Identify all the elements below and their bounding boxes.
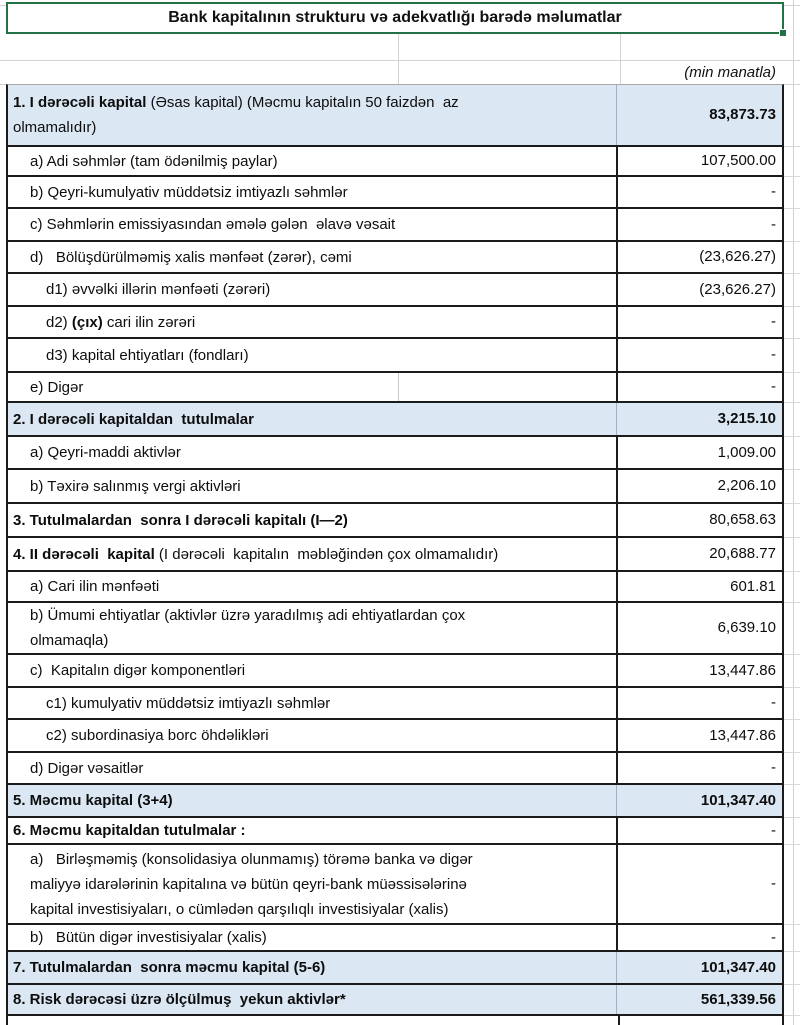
table-row: d1) əvvəlki illərin mənfəəti (zərəri) (23… — [8, 272, 800, 307]
row-label[interactable]: d1) əvvəlki illərin mənfəəti (zərəri) — [46, 281, 271, 298]
table-row: c1) kumulyativ müddətsiz imtiyazlı səhml… — [8, 686, 800, 720]
table-row: 1. I dərəcəli kapital (Əsas kapital) (Mə… — [8, 85, 800, 147]
row-label[interactable]: 5. Məcmu kapital (3+4) — [13, 792, 173, 809]
table-row: 2. I dərəcəli kapitaldan tutulmalar 3,215… — [8, 401, 800, 437]
row-label[interactable]: c) Səhmlərin emissiyasından əmələ gələn … — [30, 216, 396, 233]
row-label[interactable]: e) Digər — [30, 378, 84, 396]
table-row: a) Adi səhmlər (tam ödənilmiş paylar) 107… — [8, 145, 800, 177]
row-value[interactable]: 101,347.40 — [616, 785, 782, 816]
row-label[interactable]: d) Digər vəsaitlər — [30, 759, 144, 777]
table-row: c) Kapitalın digər komponentləri 13,447.8… — [8, 653, 800, 688]
table-row: b) Ümumi ehtiyatlar (aktivlər üzrə yarad… — [8, 601, 800, 655]
gridline — [793, 0, 794, 1025]
table-row: d2) (çıx) cari ilin zərəri - — [8, 305, 800, 339]
table-row: d) Bölüşdürülməmiş xalis mənfəət (zərər)… — [8, 240, 800, 274]
table-row: a) Qeyri-maddi aktivlər 1,009.00 — [8, 435, 800, 470]
row-value[interactable]: - — [616, 688, 782, 718]
row-label[interactable]: 2. I dərəcəli kapitaldan tutulmalar — [13, 410, 254, 428]
table-row: d) Digər vəsaitlər - — [8, 751, 800, 785]
row-label[interactable]: c2) subordinasiya borc öhdəlikləri — [46, 727, 269, 744]
row-label[interactable]: 4. II dərəcəli kapital (I dərəcəli kapit… — [13, 545, 499, 563]
table-row: 3. Tutulmalardan sonra I dərəcəli kapita… — [8, 502, 800, 538]
row-value[interactable]: 13,447.86 — [616, 655, 782, 686]
row-value[interactable]: 3,215.10 — [616, 403, 782, 435]
selection-fill-handle[interactable] — [779, 29, 787, 37]
row-label[interactable]: 6. Məcmu kapitaldan tutulmalar : — [13, 822, 246, 839]
row-label[interactable]: a) Birləşməmiş (konsolidasiya olunmamış)… — [30, 850, 473, 918]
row-label[interactable]: 1. I dərəcəli kapital (Əsas kapital) (Mə… — [13, 94, 459, 136]
table-row: 5. Məcmu kapital (3+4) 101,347.40 — [8, 783, 800, 818]
gridline — [398, 34, 399, 84]
row-value[interactable]: - — [616, 177, 782, 207]
row-label[interactable]: b) Təxirə salınmış vergi aktivləri — [30, 477, 241, 495]
row-label[interactable]: c1) kumulyativ müddətsiz imtiyazlı səhml… — [46, 694, 331, 712]
row-value[interactable]: 13,447.86 — [616, 720, 782, 751]
row-value[interactable]: - — [616, 925, 782, 950]
table-row: 7. Tutulmalardan sonra məcmu kapital (5-… — [8, 950, 800, 985]
row-value[interactable]: - — [616, 209, 782, 240]
row-label[interactable]: 3. Tutulmalardan sonra I dərəcəli kapita… — [13, 511, 348, 529]
table-row: e) Digər - — [8, 371, 800, 403]
gridline — [0, 60, 800, 61]
gridline — [0, 5, 6, 6]
row-label[interactable]: a) Qeyri-maddi aktivlər — [30, 444, 181, 461]
row-label[interactable]: b) Ümumi ehtiyatlar (aktivlər üzrə yarad… — [30, 607, 466, 649]
row-label[interactable]: 7. Tutulmalardan sonra məcmu kapital (5-… — [13, 959, 326, 976]
row-value[interactable]: 1,009.00 — [616, 437, 782, 468]
table-row: b) Təxirə salınmış vergi aktivləri 2,206.… — [8, 468, 800, 504]
table-row: d3) kapital ehtiyatları (fondları) - — [8, 337, 800, 373]
title-cell[interactable]: Bank kapitalının strukturu və adekvatlığ… — [6, 2, 787, 37]
row-label[interactable]: b) Qeyri-kumulyativ müddətsiz imtiyazlı … — [30, 183, 348, 201]
table-row: b) Bütün digər investisiyalar (xalis) - — [8, 923, 800, 952]
row-label[interactable]: a) Adi səhmlər (tam ödənilmiş paylar) — [30, 152, 278, 170]
row-value[interactable]: 101,347.40 — [616, 952, 782, 983]
row-label[interactable]: 8. Risk dərəcəsi üzrə ölçülmuş yekun akt… — [13, 991, 346, 1008]
table-row: c2) subordinasiya borc öhdəlikləri 13,447… — [8, 718, 800, 753]
row-label[interactable]: a) Cari ilin mənfəəti — [30, 578, 160, 595]
row-value[interactable]: 20,688.77 — [616, 538, 782, 570]
row-value[interactable]: - — [616, 845, 782, 923]
row-value[interactable]: (23,626.27) — [616, 274, 782, 305]
row-value[interactable]: - — [616, 307, 782, 337]
row-label[interactable]: d) Bölüşdürülməmiş xalis mənfəət (zərər)… — [30, 248, 352, 266]
table-row: a) Cari ilin mənfəəti 601.81 — [8, 570, 800, 603]
row-value[interactable]: - — [616, 339, 782, 371]
row-value[interactable]: - — [616, 753, 782, 783]
row-value[interactable]: - — [616, 818, 782, 843]
row-value[interactable]: 6,639.10 — [616, 603, 782, 653]
table-row: a) Birləşməmiş (konsolidasiya olunmamış)… — [8, 843, 800, 925]
row-value[interactable]: 561,339.56 — [616, 985, 782, 1014]
capital-table: 1. I dərəcəli kapital (Əsas kapital) (Mə… — [6, 84, 800, 1016]
gridline — [0, 84, 6, 85]
row-label[interactable]: d2) (çıx) cari ilin zərəri — [46, 313, 196, 331]
row-value[interactable]: 80,658.63 — [616, 504, 782, 536]
unit-note: (min manatla) — [684, 63, 776, 81]
row-value[interactable]: - — [616, 373, 782, 401]
table-row: c) Səhmlərin emissiyasından əmələ gələn … — [8, 207, 800, 242]
gridline — [620, 34, 621, 84]
row-label[interactable]: b) Bütün digər investisiyalar (xalis) — [30, 929, 267, 946]
row-value[interactable]: 601.81 — [616, 572, 782, 601]
table-row: 6. Məcmu kapitaldan tutulmalar : - — [8, 816, 800, 845]
row-value[interactable]: 107,500.00 — [616, 147, 782, 175]
gridline — [398, 373, 399, 401]
row-value[interactable]: 2,206.10 — [616, 470, 782, 502]
row-value[interactable]: 83,873.73 — [616, 85, 782, 145]
row-label[interactable]: c) Kapitalın digər komponentləri — [30, 662, 246, 679]
table-row: b) Qeyri-kumulyativ müddətsiz imtiyazlı … — [8, 175, 800, 209]
table-row: 4. II dərəcəli kapital (I dərəcəli kapit… — [8, 536, 800, 572]
gridline — [784, 5, 800, 6]
table-row: 8. Risk dərəcəsi üzrə ölçülmuş yekun akt… — [8, 983, 800, 1016]
row-label[interactable]: d3) kapital ehtiyatları (fondları) — [46, 346, 249, 364]
gridline — [784, 84, 800, 85]
page-title: Bank kapitalının strukturu və adekvatlığ… — [168, 9, 622, 26]
row-value[interactable]: (23,626.27) — [616, 242, 782, 272]
